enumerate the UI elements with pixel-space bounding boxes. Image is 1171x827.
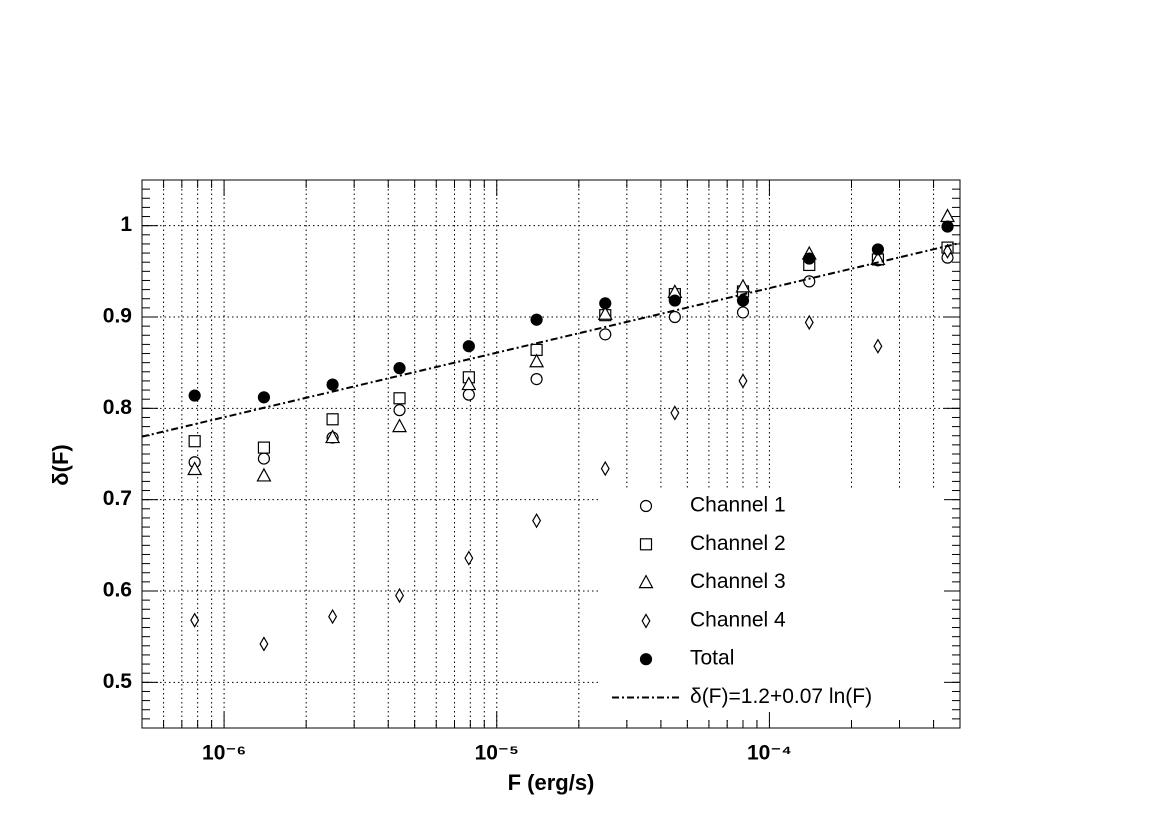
point [670, 405, 680, 421]
point [259, 636, 269, 652]
y-tick-label: 0.9 [103, 305, 132, 328]
point [597, 306, 613, 320]
point [873, 338, 883, 354]
point [257, 441, 271, 454]
point [599, 297, 612, 310]
point [532, 512, 542, 529]
point [393, 392, 406, 405]
point [462, 388, 475, 401]
point [326, 378, 339, 391]
point [325, 429, 341, 444]
point [668, 310, 681, 324]
point [599, 328, 612, 341]
y-tick-label: 0.5 [103, 670, 133, 693]
y-tick-label: 0.7 [103, 487, 132, 510]
legend-label: δ(F)=1.2+0.07 ln(F) [690, 685, 872, 708]
point [190, 612, 200, 628]
point [328, 608, 338, 625]
x-tick-label: 10⁻⁵ [475, 742, 519, 765]
x-tick-label: 10⁻⁶ [202, 742, 246, 765]
y-tick-label: 0.6 [103, 579, 132, 602]
legend-label: Channel 4 [690, 608, 786, 631]
legend-label: Channel 1 [690, 494, 786, 517]
point [464, 550, 474, 566]
point [870, 251, 886, 266]
point [256, 467, 272, 482]
legend-symbol [638, 574, 654, 589]
point [738, 373, 748, 389]
point [257, 452, 271, 465]
point [326, 413, 339, 426]
point [530, 313, 543, 326]
point [393, 404, 406, 417]
point [392, 418, 408, 433]
point [395, 587, 405, 604]
legend-label: Channel 2 [690, 532, 786, 555]
point [257, 391, 271, 404]
legend-symbol [641, 613, 651, 629]
point [393, 362, 406, 375]
legend [600, 488, 958, 718]
point [735, 278, 751, 293]
point [803, 275, 816, 288]
point [803, 252, 816, 265]
x-tick-label: 10⁻⁴ [747, 742, 792, 765]
legend-symbol [639, 538, 653, 551]
point [668, 294, 681, 307]
point [529, 353, 545, 368]
point [462, 340, 475, 353]
y-tick-label: 1 [120, 213, 132, 236]
point [871, 243, 885, 256]
y-axis-title: δ(F) [48, 444, 73, 485]
legend-symbol [639, 653, 653, 666]
point [188, 435, 201, 448]
point [600, 460, 610, 477]
legend-label: Channel 3 [690, 570, 786, 593]
fit-line [141, 242, 961, 438]
legend-symbol [639, 499, 653, 513]
point [736, 306, 750, 319]
legend-label: Total [690, 647, 734, 670]
point [804, 314, 814, 331]
point [736, 294, 750, 307]
y-tick-label: 0.8 [103, 396, 133, 419]
point [941, 220, 954, 233]
point [530, 373, 543, 386]
point [188, 389, 201, 402]
x-axis-title: F (erg/s) [508, 770, 595, 795]
point [461, 376, 477, 391]
point [187, 461, 203, 476]
point [943, 243, 953, 259]
